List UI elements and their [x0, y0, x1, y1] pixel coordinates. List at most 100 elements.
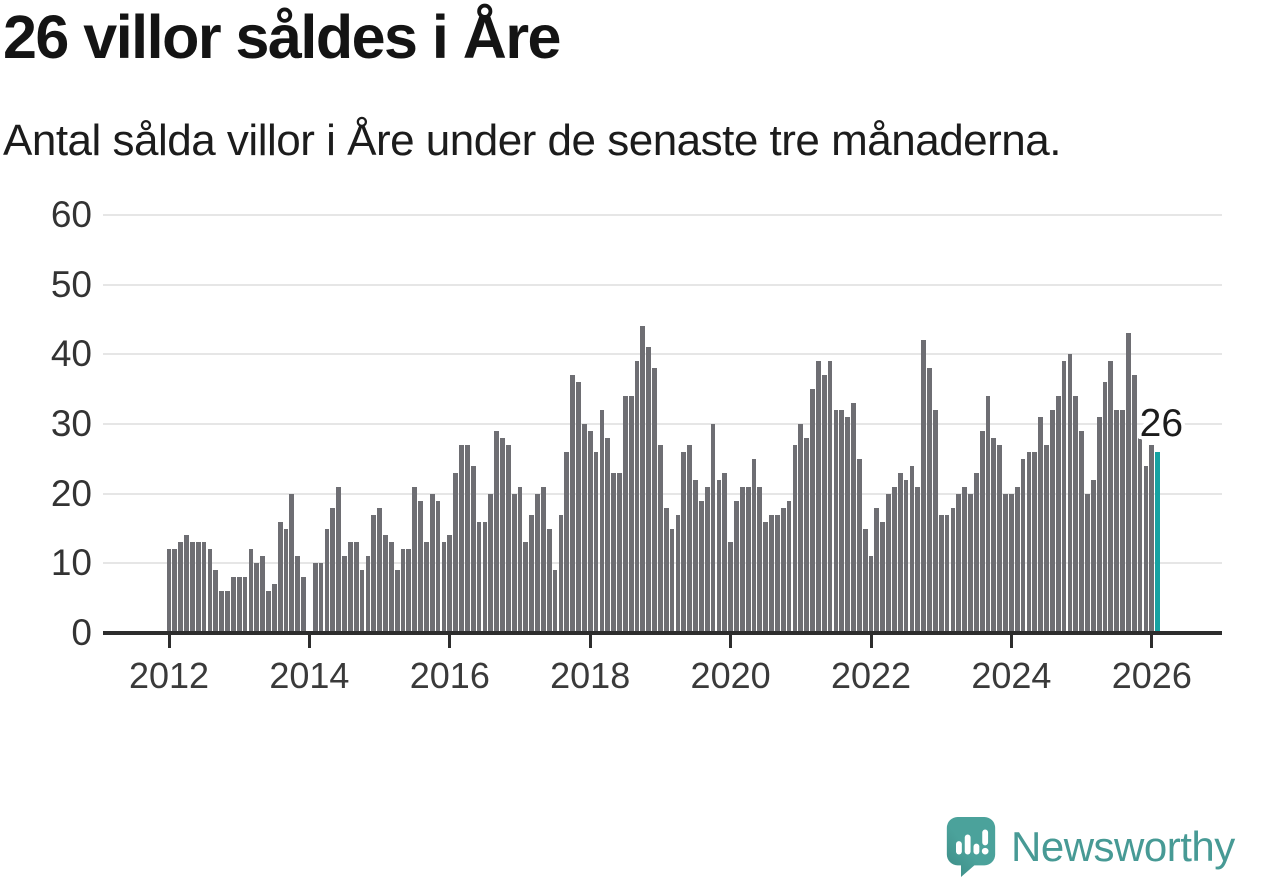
bar	[751, 458, 757, 633]
bar	[447, 535, 453, 633]
bar	[476, 521, 482, 633]
bar	[418, 500, 423, 633]
x-axis-label: 2014	[269, 655, 350, 696]
bar	[815, 361, 821, 633]
bar	[564, 451, 570, 633]
bar	[1003, 493, 1008, 633]
axis-tick	[588, 635, 592, 648]
bar	[1096, 417, 1102, 633]
bar	[178, 542, 184, 633]
bar	[921, 340, 927, 633]
y-axis-label: 30	[50, 403, 92, 444]
chart-subtitle: Antal sålda villor i Åre under de senast…	[3, 116, 1061, 165]
bar	[1120, 410, 1125, 633]
bar	[658, 444, 663, 633]
bar	[336, 486, 342, 633]
bar	[681, 451, 687, 633]
bar	[505, 444, 511, 633]
bar	[909, 465, 915, 633]
bar	[365, 556, 371, 633]
bar	[1085, 493, 1090, 633]
bar	[932, 410, 938, 633]
bar	[1114, 410, 1120, 633]
bar	[640, 326, 646, 633]
bar	[1067, 354, 1073, 633]
bar	[710, 424, 716, 633]
bar	[494, 430, 499, 633]
bar	[342, 556, 347, 633]
bar	[985, 396, 991, 633]
bar	[938, 514, 944, 633]
bar	[798, 424, 804, 633]
bar	[1026, 451, 1032, 633]
bar	[535, 493, 540, 633]
bar	[424, 542, 429, 633]
bar	[687, 444, 693, 633]
bar	[593, 451, 599, 633]
newsworthy-logo-icon	[946, 817, 996, 877]
bar	[541, 486, 546, 633]
x-axis-label: 2026	[1111, 655, 1192, 696]
bar	[295, 556, 301, 633]
bar	[792, 444, 798, 633]
y-axis-label: 40	[50, 333, 92, 375]
bar	[646, 347, 652, 633]
bar	[1126, 333, 1131, 633]
bar	[1102, 382, 1108, 633]
bar	[827, 361, 833, 633]
chart-title: 26 villor såldes i Åre	[3, 3, 561, 71]
bar	[886, 493, 891, 633]
bar	[722, 472, 728, 633]
bar	[810, 389, 815, 633]
y-axis-label: 10	[50, 542, 92, 584]
gridline	[103, 353, 1222, 356]
bar	[324, 528, 330, 633]
bar	[669, 528, 675, 633]
y-axis-label: 0	[71, 612, 92, 653]
bar	[739, 486, 745, 633]
bar	[997, 444, 1003, 633]
bar	[511, 493, 517, 633]
bar	[704, 486, 710, 633]
bar	[786, 500, 792, 633]
bar	[517, 486, 523, 633]
bar	[927, 368, 932, 633]
bar	[441, 542, 447, 633]
bar	[260, 556, 265, 633]
gridline	[103, 283, 1222, 286]
bar	[892, 486, 897, 633]
bar	[763, 521, 769, 633]
x-axis-label: 2022	[830, 655, 912, 696]
bar	[248, 549, 254, 633]
bar	[1137, 437, 1143, 633]
axis-tick	[307, 635, 311, 648]
bar	[213, 570, 219, 633]
bar	[201, 542, 207, 633]
y-axis-label: 60	[50, 194, 92, 235]
bar	[757, 486, 763, 633]
bar	[219, 591, 225, 633]
bar	[318, 563, 324, 633]
gridline	[103, 423, 1222, 425]
bar	[353, 542, 359, 633]
bar	[611, 472, 616, 633]
bar	[839, 410, 845, 633]
bar	[675, 514, 681, 633]
bar	[500, 437, 505, 633]
bar	[897, 472, 903, 633]
bar	[944, 514, 950, 633]
bar	[1032, 451, 1038, 633]
bar	[979, 430, 985, 633]
bar	[769, 514, 774, 633]
bar	[166, 549, 172, 633]
bar	[962, 486, 967, 633]
bar	[845, 417, 850, 633]
bar	[312, 563, 318, 633]
bar	[552, 570, 558, 633]
bar	[1090, 479, 1096, 633]
bar	[622, 396, 628, 633]
axis-tick	[729, 635, 733, 648]
bar	[488, 493, 494, 633]
bar	[570, 375, 576, 633]
bar	[347, 542, 353, 633]
